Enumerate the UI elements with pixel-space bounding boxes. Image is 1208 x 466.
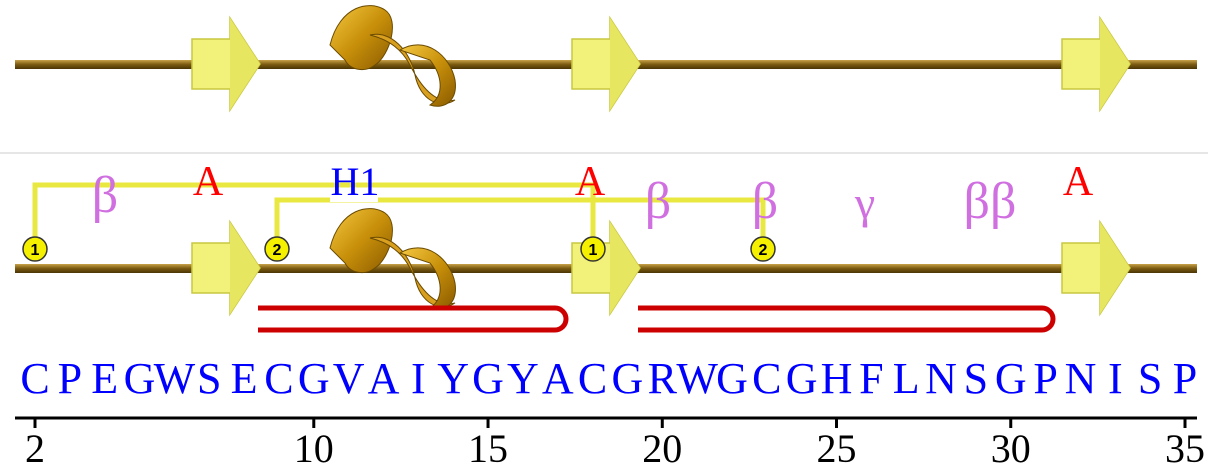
sse-label: A <box>193 159 224 205</box>
residue: H <box>821 354 853 403</box>
residue: L <box>893 354 920 403</box>
topology-diagram: βAH1AββγββA1212CPEGWSECGVAIYGYACGRWGCGHF… <box>0 0 1208 466</box>
strand <box>1062 222 1130 314</box>
residue: A <box>368 354 400 403</box>
residue: S <box>1138 354 1162 403</box>
residue: Y <box>437 354 469 403</box>
axis-tick-label: 20 <box>642 426 682 466</box>
residue: V <box>333 354 365 403</box>
disulfide-link <box>35 185 593 250</box>
residue: A <box>542 354 574 403</box>
strand <box>572 18 640 110</box>
residue: S <box>197 354 221 403</box>
residue: P <box>1033 354 1057 403</box>
residue: I <box>411 354 426 403</box>
residue: G <box>716 354 748 403</box>
disulfide-number: 1 <box>589 242 598 259</box>
residue: G <box>472 354 504 403</box>
sse-label: γ <box>854 177 875 228</box>
disulfide-number: 1 <box>31 242 40 259</box>
residue: I <box>1108 354 1123 403</box>
residue: G <box>612 354 644 403</box>
sse-label: A <box>575 159 606 205</box>
helix <box>330 6 455 107</box>
strand <box>192 18 260 110</box>
sse-label: β <box>92 167 118 224</box>
axis-tick-label: 10 <box>294 426 334 466</box>
residue: G <box>995 354 1027 403</box>
residue: P <box>1173 354 1197 403</box>
residue: P <box>58 354 82 403</box>
residue: F <box>859 354 883 403</box>
hairpin <box>258 308 566 330</box>
axis-tick-label: 2 <box>25 426 45 466</box>
residue: C <box>578 354 607 403</box>
axis-tick-label: 35 <box>1165 426 1205 466</box>
strand <box>1062 18 1130 110</box>
top-panel <box>15 6 1197 110</box>
residue: N <box>925 354 957 403</box>
disulfide-number: 2 <box>759 242 768 259</box>
residue: G <box>124 354 156 403</box>
hairpin <box>638 308 1053 330</box>
sse-label: A <box>1063 159 1094 205</box>
sse-label: ββ <box>964 173 1017 230</box>
helix <box>330 209 455 310</box>
residue: W <box>154 354 196 403</box>
residue: W <box>676 354 718 403</box>
axis-tick-label: 25 <box>817 426 857 466</box>
sse-label: H1 <box>331 159 380 204</box>
axis-tick-label: 15 <box>468 426 508 466</box>
residue: E <box>231 354 258 403</box>
residue: C <box>264 354 293 403</box>
strand <box>572 222 640 314</box>
axis-tick-label: 30 <box>991 426 1031 466</box>
residue: C <box>752 354 781 403</box>
sse-label: β <box>645 173 671 230</box>
residue: E <box>91 354 118 403</box>
residue: R <box>648 354 678 403</box>
disulfide-number: 2 <box>273 242 282 259</box>
residue: G <box>298 354 330 403</box>
strand <box>192 222 260 314</box>
residue: N <box>1065 354 1097 403</box>
bottom-panel <box>15 185 1197 330</box>
residue: Y <box>507 354 539 403</box>
residue: G <box>786 354 818 403</box>
residue: C <box>20 354 49 403</box>
sse-label: β <box>752 173 778 230</box>
residue: S <box>964 354 988 403</box>
